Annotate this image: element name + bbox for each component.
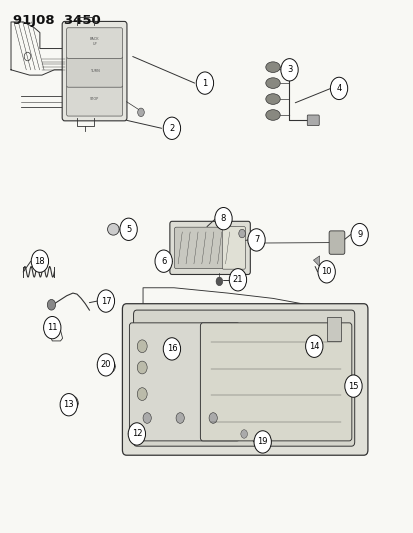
- Circle shape: [47, 300, 55, 310]
- Ellipse shape: [265, 94, 280, 104]
- FancyBboxPatch shape: [169, 221, 250, 274]
- Ellipse shape: [265, 78, 280, 88]
- Circle shape: [126, 224, 135, 235]
- Circle shape: [163, 117, 180, 140]
- Circle shape: [106, 361, 115, 372]
- Ellipse shape: [265, 62, 280, 72]
- Text: 10: 10: [320, 268, 331, 276]
- Text: 6: 6: [161, 257, 166, 265]
- Text: 19: 19: [257, 438, 267, 447]
- Text: 7: 7: [253, 236, 259, 245]
- Text: 12: 12: [131, 430, 142, 439]
- Circle shape: [128, 423, 145, 445]
- Circle shape: [97, 354, 114, 376]
- Text: 4: 4: [336, 84, 341, 93]
- Circle shape: [176, 413, 184, 423]
- Circle shape: [143, 413, 151, 423]
- Circle shape: [60, 393, 77, 416]
- Text: 2: 2: [169, 124, 174, 133]
- Text: 1: 1: [202, 78, 207, 87]
- Circle shape: [229, 269, 246, 291]
- Text: TURN: TURN: [90, 69, 99, 72]
- Circle shape: [163, 338, 180, 360]
- Text: 21: 21: [232, 275, 242, 284]
- Circle shape: [138, 108, 144, 117]
- Circle shape: [137, 340, 147, 353]
- Text: 3: 3: [286, 66, 292, 74]
- FancyBboxPatch shape: [174, 227, 237, 269]
- Circle shape: [137, 387, 147, 400]
- Circle shape: [154, 250, 172, 272]
- Text: 16: 16: [166, 344, 177, 353]
- Circle shape: [317, 261, 335, 283]
- FancyBboxPatch shape: [66, 56, 122, 87]
- Circle shape: [238, 229, 245, 238]
- FancyBboxPatch shape: [222, 227, 245, 269]
- Circle shape: [240, 430, 247, 438]
- FancyBboxPatch shape: [66, 86, 122, 116]
- FancyBboxPatch shape: [200, 323, 351, 441]
- Circle shape: [350, 223, 368, 246]
- Circle shape: [209, 413, 217, 423]
- FancyBboxPatch shape: [129, 323, 239, 441]
- Text: 18: 18: [35, 257, 45, 265]
- Text: BACK
UP: BACK UP: [90, 37, 99, 46]
- Circle shape: [254, 431, 271, 453]
- Text: 15: 15: [347, 382, 358, 391]
- Circle shape: [330, 77, 347, 100]
- Text: 13: 13: [63, 400, 74, 409]
- Circle shape: [31, 250, 48, 272]
- Text: 9: 9: [356, 230, 361, 239]
- Text: 8: 8: [220, 214, 225, 223]
- Circle shape: [247, 229, 265, 251]
- Circle shape: [280, 59, 297, 81]
- Circle shape: [120, 218, 137, 240]
- FancyBboxPatch shape: [328, 231, 344, 254]
- Text: 91J08  3450: 91J08 3450: [13, 14, 101, 27]
- FancyBboxPatch shape: [66, 28, 122, 58]
- Circle shape: [97, 290, 114, 312]
- Text: 14: 14: [308, 342, 319, 351]
- Circle shape: [67, 396, 78, 410]
- Circle shape: [305, 335, 322, 358]
- FancyBboxPatch shape: [62, 21, 127, 121]
- Text: 11: 11: [47, 323, 57, 332]
- Polygon shape: [313, 256, 319, 266]
- FancyBboxPatch shape: [306, 115, 318, 126]
- Ellipse shape: [107, 223, 119, 235]
- Circle shape: [214, 207, 232, 230]
- Ellipse shape: [265, 110, 280, 120]
- Circle shape: [137, 361, 147, 374]
- FancyBboxPatch shape: [133, 310, 354, 446]
- Circle shape: [196, 72, 213, 94]
- Circle shape: [43, 317, 61, 339]
- Circle shape: [344, 375, 361, 397]
- FancyBboxPatch shape: [122, 304, 367, 455]
- Text: 17: 17: [100, 296, 111, 305]
- Text: 5: 5: [126, 225, 131, 234]
- Bar: [326, 317, 340, 341]
- Circle shape: [216, 277, 222, 286]
- Text: STOP: STOP: [90, 98, 99, 101]
- Text: 20: 20: [100, 360, 111, 369]
